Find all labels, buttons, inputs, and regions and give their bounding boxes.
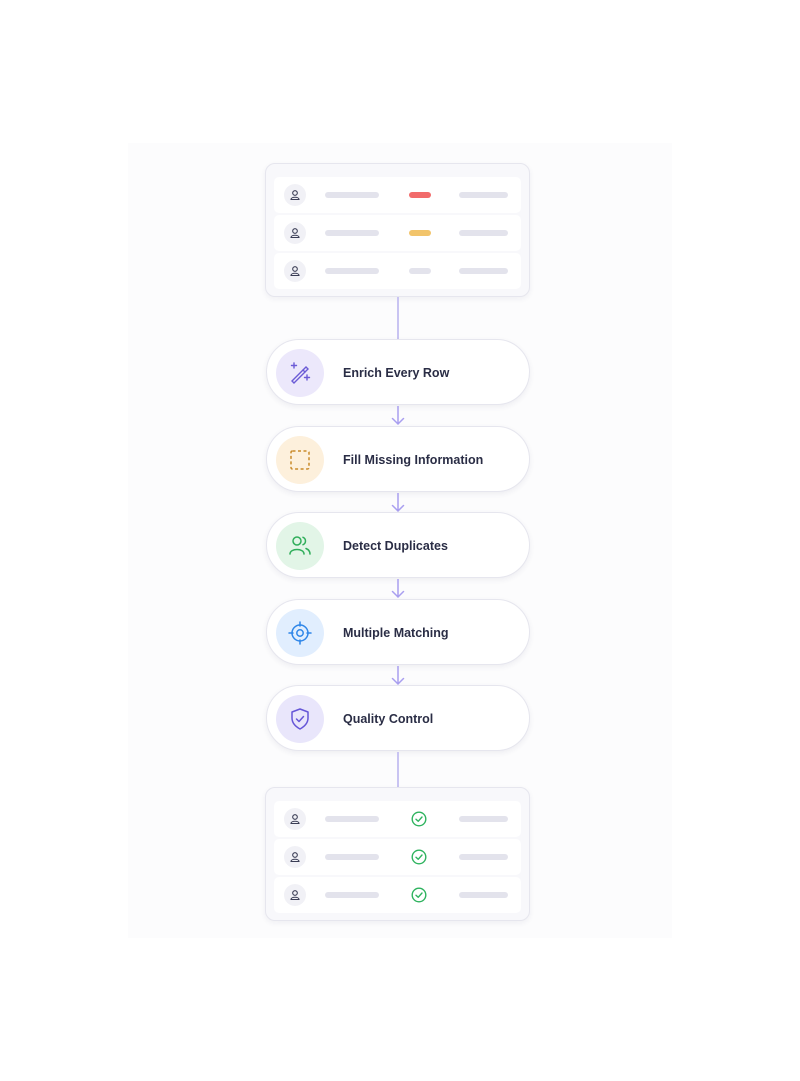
table-row — [274, 801, 521, 837]
shield-check-icon — [276, 695, 324, 743]
connector-line — [397, 297, 399, 339]
step-label: Quality Control — [343, 712, 434, 726]
step-fill-missing-information: Fill Missing Information — [266, 426, 530, 492]
check-circle-icon — [411, 811, 427, 827]
check-circle-icon — [411, 849, 427, 865]
step-label: Multiple Matching — [343, 626, 449, 640]
table-row — [274, 839, 521, 875]
placeholder-bar — [325, 192, 379, 198]
table-row — [274, 177, 521, 213]
crosshair-icon — [276, 609, 324, 657]
step-detect-duplicates: Detect Duplicates — [266, 512, 530, 578]
connector-line — [397, 752, 399, 787]
arrow-down-icon — [391, 579, 405, 599]
placeholder-bar — [325, 854, 379, 860]
placeholder-bar — [325, 230, 379, 236]
placeholder-bar — [459, 192, 508, 198]
table-row — [274, 877, 521, 913]
step-quality-control: Quality Control — [266, 685, 530, 751]
arrow-down-icon — [391, 406, 405, 426]
user-avatar-icon — [284, 184, 306, 206]
placeholder-bar — [459, 854, 508, 860]
placeholder-bar — [459, 816, 508, 822]
placeholder-bar — [325, 892, 379, 898]
user-avatar-icon — [284, 808, 306, 830]
dashed-square-icon — [276, 436, 324, 484]
step-label: Enrich Every Row — [343, 366, 450, 380]
placeholder-bar — [325, 816, 379, 822]
status-bar-red — [409, 192, 431, 198]
table-row — [274, 253, 521, 289]
output-table — [265, 787, 530, 921]
placeholder-bar — [325, 268, 379, 274]
step-label: Detect Duplicates — [343, 539, 448, 553]
user-avatar-icon — [284, 222, 306, 244]
arrow-down-icon — [391, 666, 405, 686]
user-avatar-icon — [284, 260, 306, 282]
status-bar-yellow — [409, 230, 431, 236]
input-table — [265, 163, 530, 297]
check-circle-icon — [411, 887, 427, 903]
step-enrich-every-row: Enrich Every Row — [266, 339, 530, 405]
status-bar-empty — [409, 268, 431, 274]
table-row — [274, 215, 521, 251]
step-multiple-matching: Multiple Matching — [266, 599, 530, 665]
arrow-down-icon — [391, 493, 405, 513]
placeholder-bar — [459, 268, 508, 274]
users-icon — [276, 522, 324, 570]
user-avatar-icon — [284, 884, 306, 906]
step-label: Fill Missing Information — [343, 453, 484, 467]
placeholder-bar — [459, 892, 508, 898]
magic-wand-icon — [276, 349, 324, 397]
placeholder-bar — [459, 230, 508, 236]
user-avatar-icon — [284, 846, 306, 868]
